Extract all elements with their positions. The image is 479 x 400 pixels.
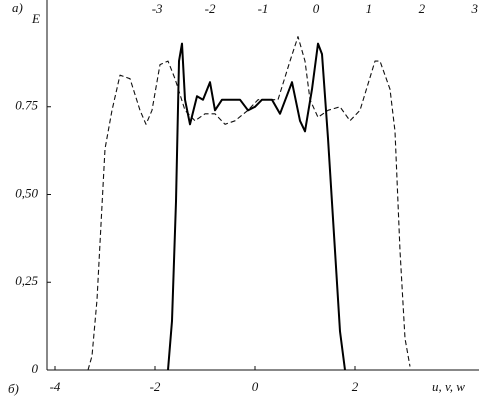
y-tick-label: 0 <box>32 361 39 376</box>
x2-tick-label: 0 <box>313 1 320 16</box>
y-tick-label: 0.75 <box>15 98 38 113</box>
x2-tick-label: 3 <box>471 1 479 16</box>
panel-label: б) <box>8 381 19 396</box>
x2-tick-label: -1 <box>258 1 269 16</box>
dashed-curve <box>87 36 411 371</box>
x-tick-label: -2 <box>150 379 161 394</box>
solid-curve <box>167 42 346 371</box>
y-tick-label: 0,25 <box>15 273 38 288</box>
panel-label: a) <box>12 0 23 15</box>
x2-tick-label: -2 <box>205 1 216 16</box>
x2-tick-label: 2 <box>419 1 426 16</box>
x2-tick-label: -3 <box>152 1 163 16</box>
x-tick-label: 2 <box>352 379 359 394</box>
x-axis-label: u, v, w <box>432 379 465 394</box>
y-axis-label: E <box>31 11 40 26</box>
x2-tick-label: 1 <box>366 1 373 16</box>
x-tick-label: -4 <box>50 379 61 394</box>
y-tick-label: 0,50 <box>15 185 38 200</box>
x-tick-label: 0 <box>252 379 259 394</box>
